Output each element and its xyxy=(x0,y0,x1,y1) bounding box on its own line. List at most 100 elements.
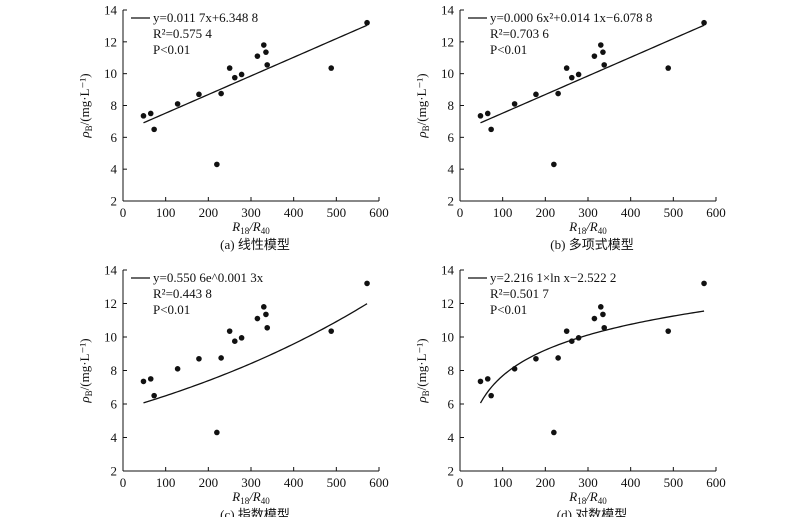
data-point xyxy=(477,113,484,119)
y-tick-label: 4 xyxy=(448,430,455,445)
data-point xyxy=(563,328,570,334)
fit-curve xyxy=(143,303,368,404)
data-point xyxy=(665,328,672,334)
data-point xyxy=(575,71,582,78)
x-tick-label: 200 xyxy=(199,205,219,220)
data-point xyxy=(484,376,491,382)
x-tick-label: 600 xyxy=(706,475,726,490)
x-tick-label: 300 xyxy=(241,205,261,220)
y-tick-label: 12 xyxy=(104,296,117,311)
fit-equation: y=2.216 1×ln x−2.522 2 xyxy=(490,270,616,285)
y-tick-label: 8 xyxy=(448,363,455,378)
data-point xyxy=(601,324,608,331)
data-point xyxy=(263,311,269,318)
x-tick-label: 100 xyxy=(493,475,513,490)
data-point xyxy=(263,49,269,55)
data-point xyxy=(261,42,267,48)
x-tick-label: 500 xyxy=(327,475,347,490)
x-tick-label: 200 xyxy=(536,205,556,220)
y-tick-label: 8 xyxy=(111,98,118,113)
x-tick-label: 200 xyxy=(536,475,556,490)
chart-panel-1: 0 100 200 300 400 500 600 2 4 6 8 10 12 14 R18/R40 ρB/(… xyxy=(77,3,389,253)
data-point xyxy=(238,71,245,78)
data-point xyxy=(598,42,604,48)
x-tick-label: 500 xyxy=(327,205,347,220)
y-tick-label: 2 xyxy=(448,194,455,209)
fit-equation: y=0.000 6x²+0.014 1x−6.078 8 xyxy=(490,10,652,25)
p-value: P<0.01 xyxy=(153,302,190,317)
data-point xyxy=(488,126,494,133)
x-tick-label: 0 xyxy=(457,475,464,490)
x-tick-label: 300 xyxy=(578,475,598,490)
y-tick-label: 6 xyxy=(448,397,455,412)
y-tick-label: 12 xyxy=(441,296,454,311)
data-point xyxy=(231,338,238,344)
panel-caption: (b) 多项式模型 xyxy=(550,237,633,252)
data-point xyxy=(598,304,604,310)
data-point xyxy=(511,101,518,107)
data-point xyxy=(477,378,484,385)
x-tick-label: 400 xyxy=(621,205,641,220)
x-tick-label: 500 xyxy=(664,475,684,490)
data-point xyxy=(264,324,271,331)
x-tick-label: 300 xyxy=(241,475,261,490)
data-point xyxy=(218,90,224,97)
data-point xyxy=(533,355,539,362)
x-tick-label: 500 xyxy=(664,205,684,220)
data-point xyxy=(214,429,220,436)
data-point xyxy=(551,161,557,168)
y-tick-label: 4 xyxy=(111,430,118,445)
r-squared: R²=0.575 4 xyxy=(153,26,212,41)
data-point xyxy=(600,49,606,55)
data-point xyxy=(196,355,202,362)
fit-equation: y=0.550 6e^0.001 3x xyxy=(153,270,264,285)
data-point xyxy=(511,366,518,372)
data-point xyxy=(533,91,539,98)
data-point xyxy=(328,65,335,71)
p-value: P<0.01 xyxy=(153,42,190,57)
x-tick-label: 600 xyxy=(369,475,389,490)
x-tick-label: 100 xyxy=(493,205,513,220)
x-tick-label: 100 xyxy=(156,205,176,220)
data-point xyxy=(231,74,238,81)
panel-caption: (a) 线性模型 xyxy=(220,237,290,252)
data-point xyxy=(563,65,570,71)
y-tick-label: 12 xyxy=(104,34,117,49)
y-axis-label: ρB/(mg·L⁻¹) xyxy=(414,338,431,403)
data-point xyxy=(484,110,491,117)
fit-curve xyxy=(479,310,705,404)
r-squared: R²=0.703 6 xyxy=(490,26,549,41)
data-point xyxy=(601,62,608,68)
data-point xyxy=(214,161,220,168)
data-point xyxy=(261,304,267,310)
data-point xyxy=(147,110,154,117)
data-point xyxy=(701,280,707,287)
fit-curve xyxy=(143,24,368,124)
y-axis-label: ρB/(mg·L⁻¹) xyxy=(77,338,94,403)
data-point xyxy=(568,338,575,344)
data-point xyxy=(254,315,261,322)
data-point xyxy=(147,376,154,382)
p-value: P<0.01 xyxy=(490,302,527,317)
data-point xyxy=(551,429,557,436)
data-point xyxy=(328,328,335,334)
data-point xyxy=(264,62,271,68)
data-point xyxy=(591,315,598,322)
data-point xyxy=(575,335,582,341)
data-point xyxy=(218,355,224,361)
data-point xyxy=(600,311,606,318)
y-tick-label: 10 xyxy=(441,66,454,81)
data-point xyxy=(555,355,561,361)
chart-panel-2: 0 100 200 300 400 500 600 2 4 6 8 10 12 14 R18/R40 ρB/(… xyxy=(414,3,726,253)
x-axis-label: R18/R40 xyxy=(231,489,270,506)
data-point xyxy=(140,378,147,385)
y-tick-label: 6 xyxy=(448,130,455,145)
data-point xyxy=(555,90,561,97)
p-value: P<0.01 xyxy=(490,42,527,57)
y-tick-label: 8 xyxy=(111,363,118,378)
y-axis-label: ρB/(mg·L⁻¹) xyxy=(77,73,94,138)
data-point xyxy=(226,65,233,71)
r-squared: R²=0.501 7 xyxy=(490,286,549,301)
data-point xyxy=(364,280,370,287)
